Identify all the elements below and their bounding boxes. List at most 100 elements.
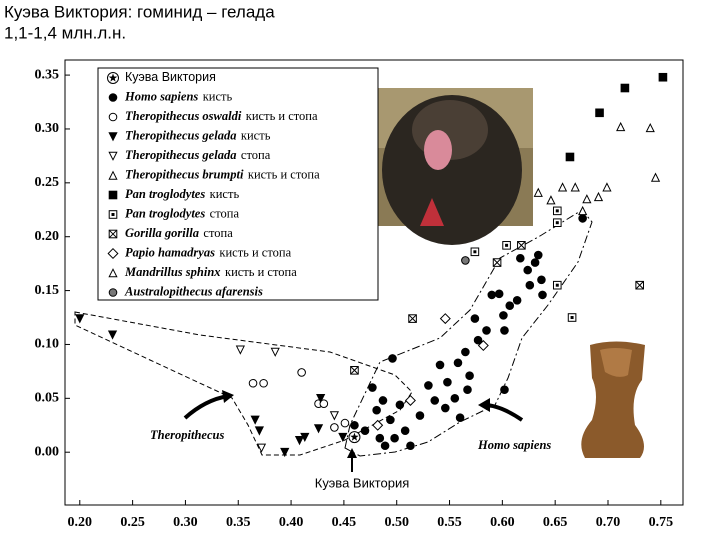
point xyxy=(470,314,480,323)
point-cross xyxy=(408,314,417,323)
arrow-head xyxy=(478,398,490,412)
point xyxy=(372,419,384,431)
legend-part: кисть xyxy=(241,128,271,142)
point xyxy=(567,313,577,322)
point xyxy=(461,256,470,265)
point xyxy=(408,314,417,323)
point-cross xyxy=(108,229,118,239)
x-tick-label: 0.20 xyxy=(68,515,93,530)
point xyxy=(294,436,305,446)
legend-name: Papio hamadryas xyxy=(125,245,215,259)
point xyxy=(557,182,568,192)
x-tick-label: 0.40 xyxy=(279,515,304,530)
point xyxy=(500,385,509,395)
point xyxy=(350,420,359,430)
legend-marker xyxy=(108,288,118,297)
point xyxy=(330,423,339,432)
point-dot xyxy=(473,250,477,254)
star xyxy=(350,432,359,441)
point xyxy=(578,214,587,223)
point xyxy=(75,314,85,324)
point xyxy=(492,258,502,267)
point xyxy=(538,290,547,300)
point xyxy=(552,218,562,227)
legend-entry: Pan troglodytes кисть xyxy=(125,186,239,203)
arrow-head xyxy=(347,448,357,458)
legend-marker xyxy=(108,229,118,239)
point xyxy=(463,385,472,395)
point xyxy=(505,301,515,310)
legend-entry: Theropithecus gelada стопа xyxy=(125,147,271,164)
point xyxy=(250,415,260,425)
title: Куэва Виктория: гоминид – гелада xyxy=(4,2,275,21)
annotation: Homo sapiens xyxy=(477,438,551,452)
legend-marker xyxy=(108,210,118,219)
point xyxy=(430,396,440,405)
point xyxy=(313,424,324,434)
point xyxy=(360,426,370,435)
legend-part: стопа xyxy=(203,226,233,240)
homo-hull xyxy=(344,209,593,457)
legend-marker xyxy=(108,112,118,122)
point xyxy=(582,194,592,204)
x-tick-label: 0.60 xyxy=(490,515,515,530)
point xyxy=(502,241,511,250)
point xyxy=(516,253,525,263)
legend-entry: Theropithecus oswaldi кисть и стопа xyxy=(125,108,318,125)
point xyxy=(616,121,626,132)
legend-entry: Theropithecus brumpti кисть и стопа xyxy=(125,167,320,184)
point xyxy=(375,433,385,443)
y-tick-label: 0.05 xyxy=(35,391,60,406)
bone-photo xyxy=(581,341,645,458)
x-tick-label: 0.65 xyxy=(543,515,568,530)
annotation: Куэва Виктория xyxy=(315,475,410,490)
y-tick-label: 0.30 xyxy=(35,121,60,136)
point xyxy=(350,366,359,375)
legend-entry: Homo sapiens кисть xyxy=(124,89,233,106)
arrow xyxy=(183,394,229,420)
point xyxy=(316,394,326,404)
x-tick-label: 0.70 xyxy=(596,515,621,530)
y-tick-label: 0.35 xyxy=(35,67,60,82)
y-tick-label: 0.10 xyxy=(35,337,60,352)
y-tick-label: 0.00 xyxy=(35,444,60,459)
legend-name: Theropithecus brumpti xyxy=(125,167,244,181)
star xyxy=(108,73,118,82)
x-tick-label: 0.35 xyxy=(226,515,251,530)
point xyxy=(461,347,470,357)
point xyxy=(578,205,588,216)
legend-entry: Gorilla gorilla стопа xyxy=(125,225,233,242)
point xyxy=(494,289,504,299)
legend-entry: Australopithecus afarensis xyxy=(124,284,263,298)
legend-entry: Papio hamadryas кисть и стопа xyxy=(125,245,292,262)
x-tick-label: 0.50 xyxy=(384,515,409,530)
point xyxy=(443,377,452,387)
point xyxy=(477,340,489,352)
point xyxy=(499,311,508,320)
subtitle: 1,1-1,4 млн.л.н. xyxy=(4,23,126,42)
point xyxy=(319,399,329,409)
y-tick-label: 0.15 xyxy=(35,283,60,298)
point-dot xyxy=(111,213,115,216)
point xyxy=(424,381,433,390)
point xyxy=(254,426,264,436)
point-dot xyxy=(505,243,509,247)
point xyxy=(525,280,535,290)
legend-name: Куэва Виктория xyxy=(125,70,216,84)
legend-box xyxy=(97,67,379,301)
point xyxy=(500,326,509,335)
legend-part: кисть xyxy=(210,187,240,201)
legend-name: Pan troglodytes xyxy=(125,206,205,220)
point xyxy=(620,83,630,93)
point xyxy=(378,396,388,405)
point xyxy=(487,290,497,300)
legend-name: Theropithecus gelada xyxy=(125,148,236,162)
point xyxy=(368,383,377,392)
point xyxy=(546,195,556,205)
point xyxy=(435,360,445,370)
point-cross xyxy=(635,281,644,290)
point xyxy=(380,441,390,451)
point xyxy=(406,441,415,451)
point xyxy=(280,447,290,458)
point xyxy=(248,378,258,388)
